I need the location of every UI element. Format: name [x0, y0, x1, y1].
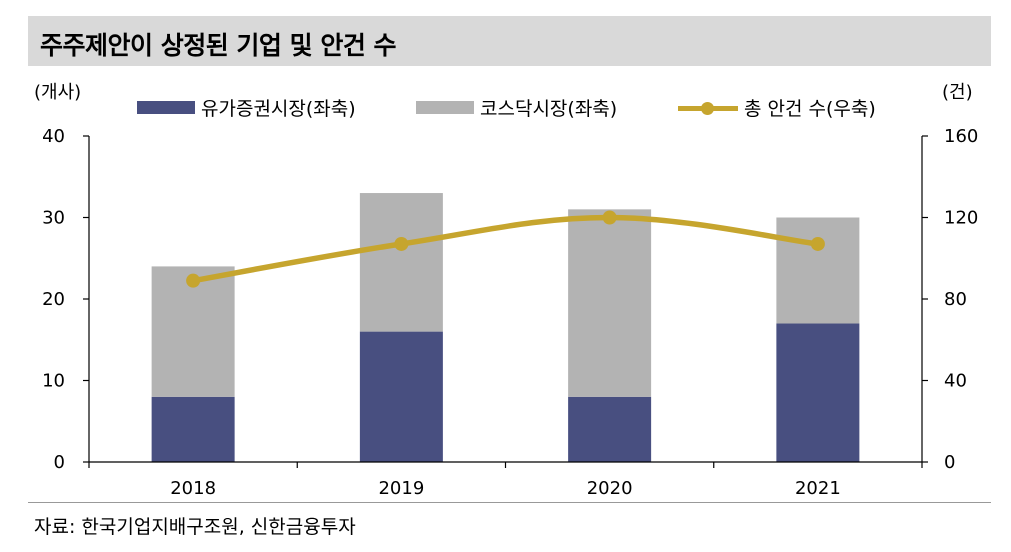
right-tick-label: 80: [944, 289, 967, 310]
legend-swatch-total: [678, 101, 738, 115]
left-tick-label: 40: [42, 126, 65, 147]
total-point-2021: [810, 236, 825, 251]
x-tick-label-2020: 2020: [587, 478, 633, 499]
total-point-2018: [186, 273, 201, 288]
legend-swatch-kospi: [137, 101, 195, 114]
chart-title: 주주제안이 상정된 기업 및 안건 수: [40, 31, 397, 60]
legend-label-kospi: 유가증권시장(좌축): [201, 98, 356, 120]
left-tick-label: 10: [42, 371, 65, 392]
bar-kosdaq-2020: [568, 209, 652, 397]
right-tick-label: 40: [944, 371, 967, 392]
x-tick-label-2021: 2021: [795, 478, 841, 499]
bar-kospi-2020: [568, 396, 652, 462]
bar-kosdaq-2021: [776, 217, 860, 324]
bar-kospi-2021: [776, 323, 860, 462]
right-tick-label: 160: [944, 126, 978, 147]
legend-item-kosdaq: 코스닥시장(좌축): [416, 94, 617, 121]
source-divider: [28, 502, 991, 503]
right-tick-label: 0: [944, 452, 955, 473]
total-point-2020: [602, 210, 617, 225]
bar-kospi-2019: [359, 331, 443, 462]
left-tick-label: 0: [54, 452, 65, 473]
x-tick-label-2018: 2018: [170, 478, 216, 499]
legend-label-kosdaq: 코스닥시장(좌축): [480, 98, 618, 120]
bar-kosdaq-2019: [359, 193, 443, 332]
source-note: 자료: 한국기업지배구조원, 신한금융투자: [34, 516, 356, 538]
legend-swatch-kosdaq: [416, 101, 474, 114]
total-line: [190, 214, 821, 284]
x-tick-label-2019: 2019: [378, 478, 424, 499]
bar-kospi-2018: [151, 396, 235, 462]
title-bar: 주주제안이 상정된 기업 및 안건 수: [28, 16, 991, 66]
left-tick-label: 30: [42, 208, 65, 229]
right-tick-label: 120: [944, 208, 978, 229]
left-axis-unit: (개사): [34, 82, 82, 103]
total-point-2019: [394, 236, 409, 251]
legend-label-total: 총 안건 수(우축): [744, 98, 876, 120]
bar-kosdaq-2018: [151, 266, 235, 397]
legend-item-total: 총 안건 수(우축): [678, 94, 876, 121]
right-axis-unit: (건): [942, 82, 973, 103]
legend-item-kospi: 유가증권시장(좌축): [137, 94, 356, 121]
left-tick-label: 20: [42, 289, 65, 310]
